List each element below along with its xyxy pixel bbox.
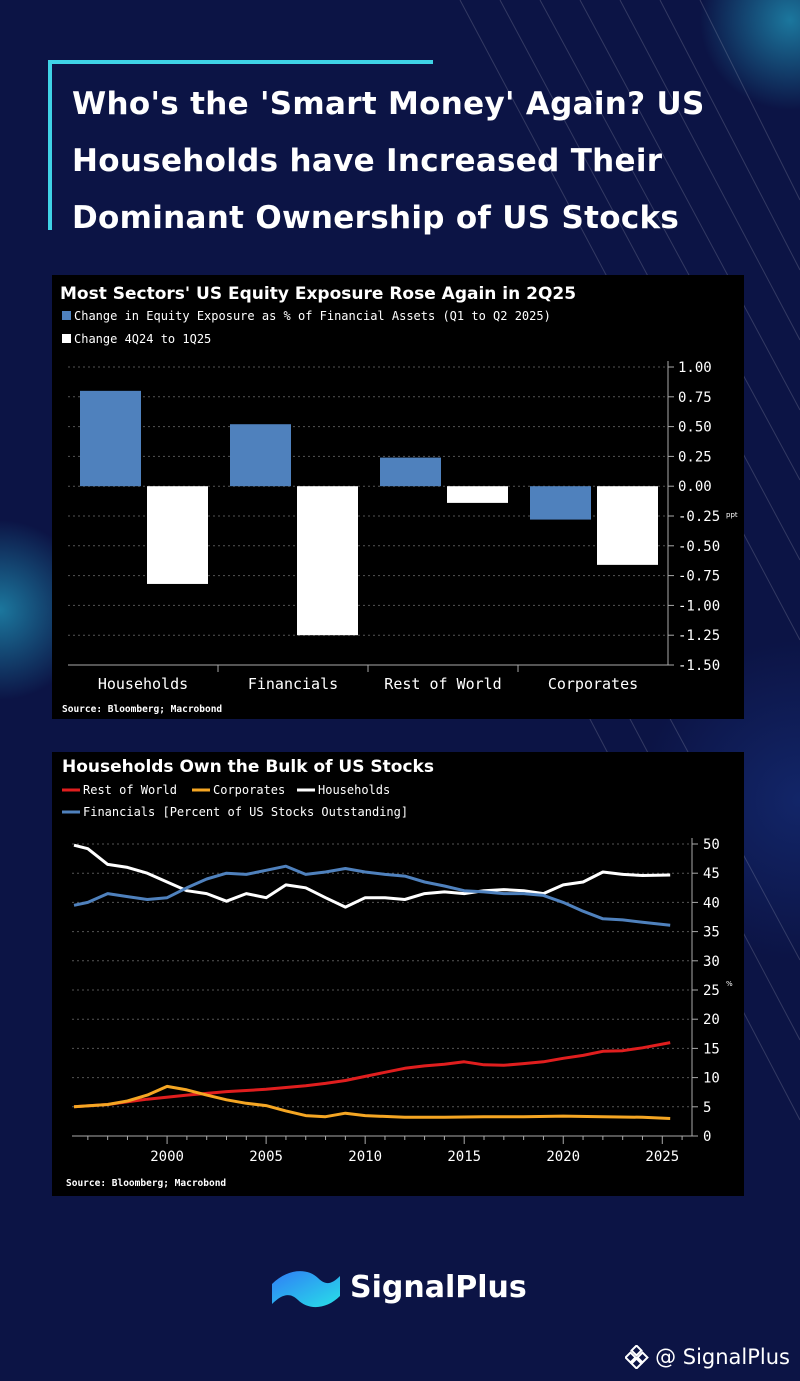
line-x-tick-label: 2020 (546, 1149, 580, 1165)
line-y-tick-label: 20 (703, 1012, 720, 1028)
line-x-tick-label: 2015 (447, 1149, 481, 1165)
bar-financials-series-1 (230, 424, 291, 487)
line-chart-source: Source: Bloomberg; Macrobond (66, 1178, 226, 1189)
legend-label-4q24-1q25: Change 4Q24 to 1Q25 (74, 332, 211, 346)
bar-households-series-1 (80, 390, 141, 487)
bar-y-tick-label: -1.00 (678, 598, 720, 614)
line-chart-title: Households Own the Bulk of US Stocks (62, 757, 434, 777)
title-box: Who's the 'Smart Money' Again? US Househ… (48, 60, 742, 236)
legend-label-households: Households (318, 783, 390, 797)
bar-corporates-series-1 (530, 486, 591, 520)
line-y-tick-label: 45 (703, 866, 720, 882)
line-y-tick-label: 40 (703, 895, 720, 911)
bar-category-label: Corporates (548, 675, 638, 693)
legend-swatch-white (62, 334, 71, 343)
bar-chart-panel: Most Sectors' US Equity Exposure Rose Ag… (52, 275, 744, 719)
bar-y-tick-label: -1.25 (678, 628, 720, 644)
line-y-tick-label: 15 (703, 1041, 720, 1057)
diamond-logo-icon (625, 1345, 649, 1369)
bar-y-tick-label: 0.50 (678, 420, 712, 436)
line-y-tick-label: 0 (703, 1129, 711, 1145)
signalplus-logo-icon (272, 1271, 340, 1308)
bar-chart-title: Most Sectors' US Equity Exposure Rose Ag… (60, 284, 576, 304)
bar-households-series-2 (147, 486, 208, 584)
line-y-tick-label: 35 (703, 925, 720, 941)
line-y-tick-label: 5 (703, 1100, 711, 1116)
bar-financials-series-2 (297, 486, 358, 636)
legend-label-corporates: Corporates (213, 783, 285, 797)
bar-corporates-series-2 (597, 486, 658, 565)
line-series-corporates (73, 1084, 671, 1120)
bar-category-label: Rest of World (384, 675, 501, 693)
line-x-tick-label: 2010 (348, 1149, 382, 1165)
page-title: Who's the 'Smart Money' Again? US Househ… (72, 86, 705, 236)
bar-y-tick-label: 0.25 (678, 449, 712, 465)
line-y-tick-label: 10 (703, 1071, 720, 1087)
brand-name: SignalPlus (350, 1270, 527, 1305)
bar-category-label: Households (98, 675, 188, 693)
line-chart-panel: Households Own the Bulk of US Stocks Res… (52, 752, 744, 1196)
line-x-tick-label: 2005 (249, 1149, 283, 1165)
line-y-tick-label: 30 (703, 954, 720, 970)
bar-chart-source: Source: Bloomberg; Macrobond (62, 704, 222, 715)
line-y-tick-label: 25 (703, 983, 720, 999)
line-series-financials (73, 864, 671, 927)
bar-y-tick-label: -0.75 (678, 569, 720, 585)
bar-y-tick-label: -1.50 (678, 658, 720, 674)
bar-y-tick-label: 1.00 (678, 360, 712, 376)
bar-category-label: Financials (248, 675, 338, 693)
bar-y-tick-label: -0.25 (678, 509, 720, 525)
brand-block: SignalPlus (268, 1260, 568, 1320)
line-y-unit-label: % (726, 980, 733, 988)
bar-rest-of-world-series-1 (380, 457, 441, 487)
legend-swatch-blue (62, 311, 71, 320)
bar-rest-of-world-series-2 (447, 486, 508, 503)
line-series-rest-of-world (73, 1041, 671, 1109)
watermark-text: @ SignalPlus (655, 1345, 790, 1369)
legend-label-financials: Financials [Percent of US Stocks Outstan… (83, 805, 408, 819)
line-chart: Households Own the Bulk of US Stocks Res… (62, 757, 733, 1189)
bar-y-tick-label: 0.75 (678, 390, 712, 406)
legend-label-rest-of-world: Rest of World (83, 783, 177, 797)
bar-y-tick-label: -0.50 (678, 539, 720, 555)
line-series-households (73, 843, 671, 909)
bar-y-unit-label: ppt (726, 511, 738, 519)
line-y-tick-label: 50 (703, 837, 720, 853)
legend-label-q1-q2: Change in Equity Exposure as % of Financ… (74, 309, 551, 323)
line-x-tick-label: 2000 (150, 1149, 184, 1165)
watermark: @ SignalPlus (625, 1345, 790, 1369)
bar-y-tick-label: 0.00 (678, 479, 712, 495)
bar-chart: Most Sectors' US Equity Exposure Rose Ag… (60, 284, 738, 715)
line-x-tick-label: 2025 (645, 1149, 679, 1165)
